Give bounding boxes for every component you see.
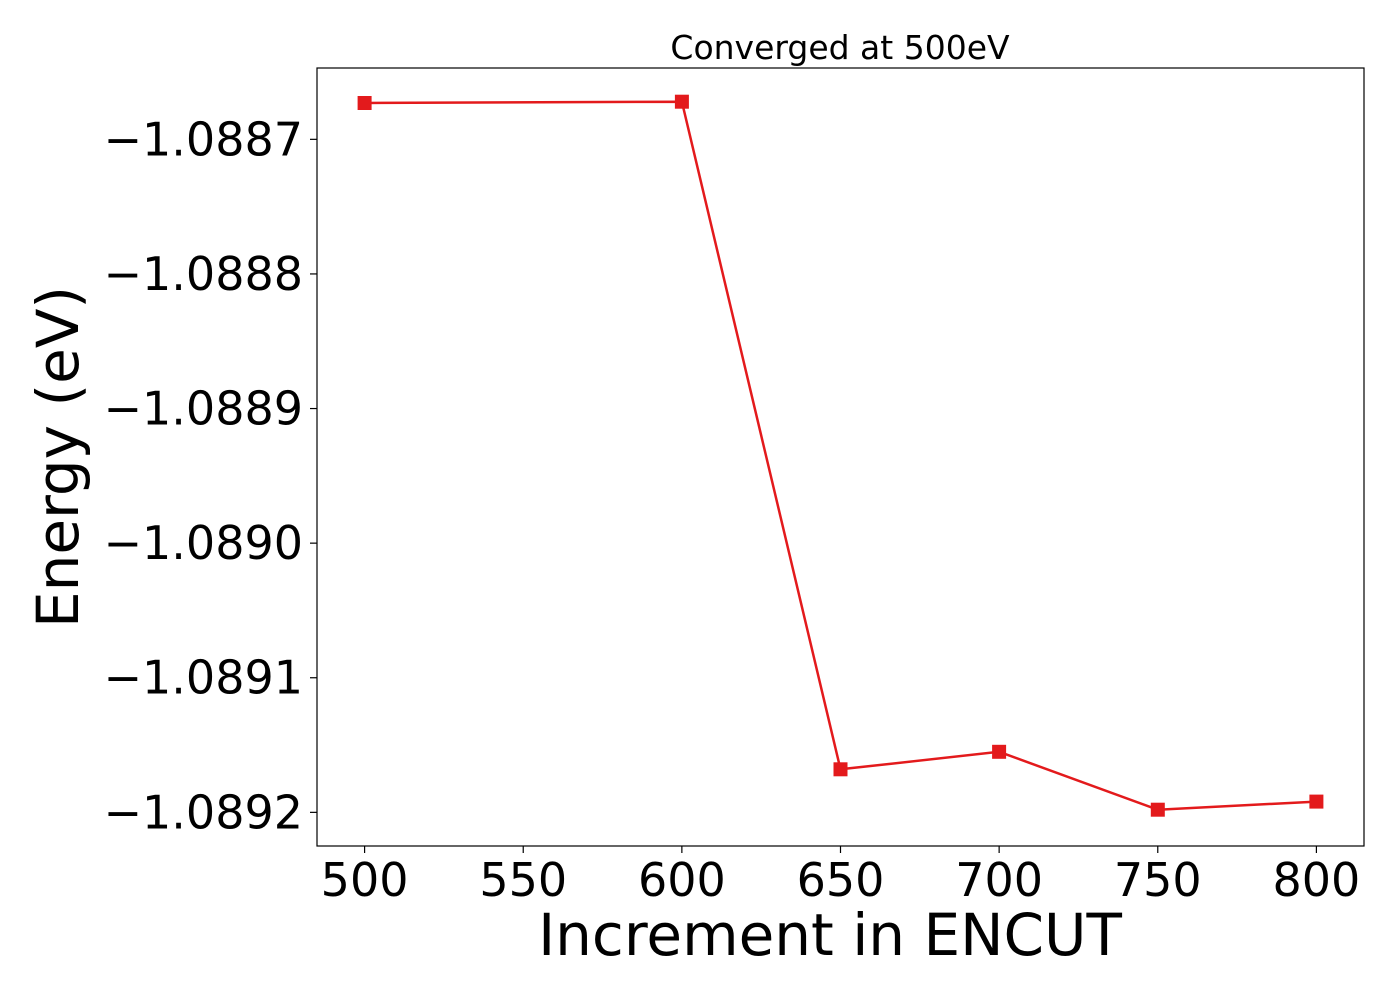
y-tick-label: −1.0891 (104, 651, 304, 705)
y-tick-label: −1.0888 (104, 247, 304, 301)
plot-area-frame (316, 67, 1365, 847)
data-point-marker (357, 96, 372, 110)
y-axis-label: Energy (eV) (24, 286, 92, 628)
data-point-marker (1309, 794, 1324, 809)
y-tick-label: −1.0889 (104, 382, 304, 436)
chart-title: Converged at 500eV (670, 28, 1010, 67)
y-tick-label: −1.0890 (104, 516, 304, 570)
data-point-marker (992, 744, 1007, 759)
x-tick-label: 650 (797, 853, 885, 907)
y-tick-label: −1.0887 (104, 112, 304, 166)
data-point-marker (833, 762, 848, 777)
y-axis-ticks: −1.0887 −1.0888 −1.0889 −1.0890 −1.0891 −1.08… (104, 112, 317, 839)
x-tick-label: 700 (955, 853, 1043, 907)
data-point-marker (1150, 802, 1165, 817)
x-tick-label: 550 (479, 853, 567, 907)
y-tick-label: −1.0892 (104, 785, 304, 839)
x-tick-label: 600 (638, 853, 726, 907)
series-markers (357, 94, 1324, 817)
x-tick-label: 500 (321, 853, 409, 907)
x-axis-ticks: 500 550 600 650 700 750 800 (321, 846, 1361, 907)
data-point-marker (674, 94, 689, 109)
x-tick-label: 750 (1114, 853, 1202, 907)
x-tick-label: 800 (1273, 853, 1361, 907)
series-line (364, 100, 1317, 811)
x-axis-label: Increment in ENCUT (538, 901, 1122, 969)
